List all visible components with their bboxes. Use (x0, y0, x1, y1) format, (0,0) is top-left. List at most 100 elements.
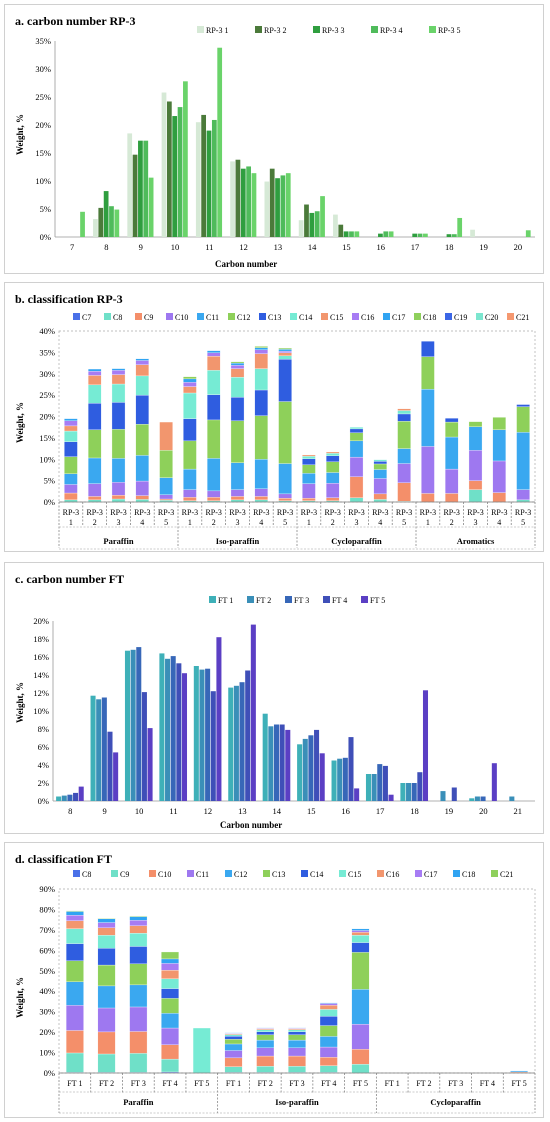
chart-b-stack-segment (207, 394, 221, 421)
chart-a-bar (206, 130, 212, 237)
chart-b-stack-segment (421, 356, 435, 390)
chart-b-stack-segment (230, 361, 245, 364)
chart-d-legend-label: C10 (158, 870, 171, 879)
chart-c-bar (124, 650, 131, 801)
chart-a-bar (201, 114, 207, 237)
chart-b-legend-swatch (259, 313, 266, 320)
chart-b-legend-label: C17 (392, 313, 405, 322)
chart-c-ylabel: Weight, % (15, 682, 25, 723)
chart-d-legend-swatch (491, 870, 498, 877)
chart-c-bar (422, 690, 429, 801)
chart-a-legend-label: RP-3 2 (264, 26, 286, 35)
chart-b-stack-segment (492, 429, 506, 462)
chart-d-stack-segment (161, 963, 179, 971)
chart-c-xtick-label: 15 (307, 806, 316, 816)
chart-b-stack-segment (373, 461, 387, 465)
chart-d-stack-segment (161, 951, 179, 960)
chart-b-stack-segment (111, 429, 126, 459)
chart-b-stack-segment (373, 459, 387, 462)
chart-b-stack-segment (183, 440, 197, 470)
chart-c-xlabel: Carbon number (220, 820, 282, 830)
chart-b-stack-segment (183, 418, 197, 442)
chart-b-sample-number: 5 (283, 518, 287, 527)
chart-d-stack-segment (319, 1057, 338, 1066)
chart-b-stack-segment (254, 415, 268, 460)
chart-c-bar (451, 787, 457, 801)
chart-c-ytick-label: 6% (38, 742, 49, 752)
chart-d-group-label: Cycloparaffin (430, 1097, 481, 1107)
chart-d-sample-label: FT 5 (353, 1079, 368, 1088)
chart-d-stack-segment (97, 918, 116, 919)
chart-a-bar (211, 119, 217, 237)
chart-b-stack-segment (183, 489, 197, 498)
chart-d-stack-segment (97, 927, 116, 936)
chart-b-legend-swatch (197, 313, 204, 320)
chart-c-bar (337, 758, 343, 801)
chart-b-stack-segment (421, 341, 435, 357)
chart-b-sample-number: 3 (474, 518, 478, 527)
chart-d-legend-swatch (73, 870, 80, 877)
chart-b-legend-label: C20 (485, 313, 498, 322)
chart-a-bar (148, 177, 154, 237)
chart-a-bar (298, 220, 304, 237)
chart-c-bar (107, 731, 113, 801)
chart-a-legend-swatch (255, 26, 262, 33)
chart-c-xtick-label: 11 (169, 806, 177, 816)
chart-a-xtick-label: 15 (342, 242, 351, 252)
chart-b-stack-segment (111, 368, 126, 371)
chart-d-stack-segment (65, 1030, 84, 1054)
chart-b-stack-segment (88, 457, 102, 484)
chart-b-sample-number: 1 (307, 518, 311, 527)
chart-d-stack-segment (351, 942, 370, 953)
chart-d-stack-segment (288, 1055, 306, 1067)
chart-a-bar (235, 159, 241, 237)
chart-b-sample-label: RP-3 (205, 508, 221, 517)
chart-b-stack-segment (516, 404, 530, 407)
chart-a-bar (320, 196, 325, 237)
chart-a-xtick-label: 14 (308, 242, 317, 252)
chart-b-stack-segment (278, 349, 292, 352)
chart-b-sample-number: 2 (212, 518, 216, 527)
chart-c-legend-label: FT 2 (256, 596, 271, 605)
chart-c-bar (159, 653, 165, 801)
chart-d-stack-segment (97, 1053, 116, 1073)
chart-d-stack-segment (129, 963, 148, 986)
chart-b-stack-segment (159, 494, 173, 500)
chart-d-stack-segment (288, 1039, 306, 1049)
chart-d-stack-segment (129, 915, 148, 917)
chart-d-sample-label: FT 4 (480, 1079, 495, 1088)
chart-b-stack-segment (183, 382, 197, 387)
chart-d-ytick-label: 50% (39, 966, 55, 976)
chart-d-stack-segment (351, 1064, 370, 1074)
chart-b-stack-segment (88, 371, 102, 376)
chart-b-stack-segment (302, 473, 316, 484)
chart-b-stack-segment (326, 451, 340, 454)
chart-b-legend-swatch (352, 313, 359, 320)
chart-a-legend-label: RP-3 3 (322, 26, 344, 35)
chart-d-sample-label: FT 4 (321, 1079, 336, 1088)
chart-d-stack-segment (288, 1031, 306, 1035)
chart-b-stack-segment (516, 432, 530, 490)
chart-c-ytick-label: 14% (33, 670, 49, 680)
chart-c-bar (400, 783, 406, 801)
chart-a-ytick-label: 15% (35, 148, 51, 158)
chart-b-stack-segment (445, 421, 459, 438)
chart-d-stack-segment (97, 1007, 116, 1033)
chart-b-stack-segment (278, 350, 292, 353)
chart-b-sample-label: RP-3 (348, 508, 364, 517)
chart-d-ytick-label: 40% (39, 986, 55, 996)
chart-c-bar (285, 729, 291, 801)
chart-d-sample-label: FT 2 (416, 1079, 431, 1088)
chart-b-stack-segment (230, 420, 245, 463)
chart-d-stack-segment (161, 1044, 179, 1060)
chart-a-bar (304, 204, 309, 237)
chart-d-stack-segment (65, 910, 84, 912)
chart-d-stack-segment (351, 1049, 370, 1065)
chart-d-stack-segment (129, 933, 148, 947)
chart-d-stack-segment (319, 1002, 338, 1004)
chart-b-legend-label: C21 (516, 313, 529, 322)
chart-d-ytick-label: 20% (39, 1027, 55, 1037)
chart-b-stack-segment (349, 476, 364, 498)
chart-d-sample-label: FT 4 (162, 1079, 177, 1088)
chart-c-bar (406, 783, 412, 801)
